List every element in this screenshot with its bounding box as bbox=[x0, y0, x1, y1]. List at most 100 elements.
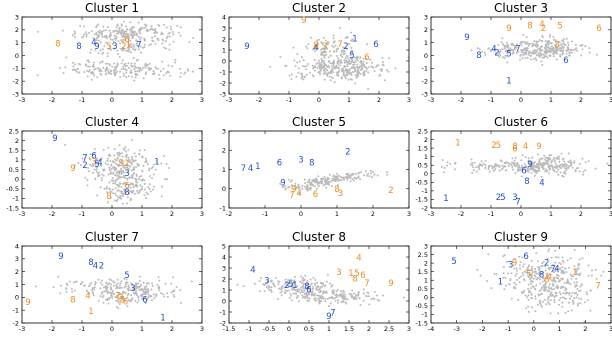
data-point bbox=[315, 187, 318, 190]
digit-label: 7 bbox=[337, 40, 342, 50]
data-point bbox=[549, 51, 552, 53]
data-point bbox=[562, 271, 565, 274]
data-point bbox=[330, 76, 333, 79]
digit-label: 7 bbox=[136, 41, 141, 51]
digit-label: 5 bbox=[354, 269, 359, 279]
data-point bbox=[543, 163, 546, 166]
data-point bbox=[570, 309, 573, 312]
data-point bbox=[94, 49, 97, 52]
data-point bbox=[116, 282, 119, 285]
data-point bbox=[552, 158, 555, 161]
data-point bbox=[160, 195, 163, 198]
data-point bbox=[101, 279, 104, 282]
data-point bbox=[555, 167, 558, 170]
data-point bbox=[142, 77, 145, 80]
data-point bbox=[137, 285, 140, 288]
data-point bbox=[565, 52, 568, 55]
data-point bbox=[112, 172, 115, 175]
data-point bbox=[130, 64, 133, 67]
data-point bbox=[120, 24, 123, 27]
x-tick-label: -3 bbox=[19, 96, 25, 104]
data-point bbox=[148, 175, 151, 177]
data-point bbox=[570, 295, 573, 298]
data-point bbox=[559, 54, 562, 56]
data-point bbox=[344, 295, 347, 298]
data-point bbox=[316, 39, 319, 42]
data-point bbox=[307, 63, 310, 65]
data-point bbox=[327, 183, 330, 186]
data-point bbox=[577, 264, 580, 267]
data-point bbox=[506, 43, 509, 46]
data-point bbox=[332, 175, 335, 178]
data-point bbox=[312, 276, 315, 279]
data-point bbox=[519, 53, 522, 56]
data-point bbox=[543, 51, 546, 54]
data-point bbox=[85, 33, 88, 36]
data-point bbox=[328, 66, 331, 69]
data-point bbox=[383, 79, 386, 82]
data-point bbox=[134, 192, 136, 195]
data-point bbox=[309, 36, 312, 39]
data-point bbox=[118, 56, 121, 58]
data-point bbox=[130, 33, 133, 36]
data-point bbox=[300, 56, 303, 59]
x-tick-label: -1 bbox=[488, 210, 494, 218]
data-point bbox=[36, 74, 39, 77]
y-tick-label: -0.5 bbox=[415, 179, 428, 187]
data-point bbox=[569, 273, 572, 276]
data-point bbox=[134, 155, 137, 158]
data-point bbox=[144, 160, 147, 163]
data-point bbox=[571, 166, 574, 169]
x-tick-label: -1.5 bbox=[223, 325, 236, 333]
data-point bbox=[116, 198, 119, 201]
data-point bbox=[516, 162, 519, 165]
data-point bbox=[503, 56, 506, 59]
data-point bbox=[132, 26, 135, 29]
data-point bbox=[301, 74, 304, 77]
data-point bbox=[524, 165, 527, 168]
data-point bbox=[119, 47, 122, 50]
data-point bbox=[559, 164, 562, 166]
data-point bbox=[317, 71, 320, 74]
digit-label: 4 bbox=[250, 266, 255, 276]
data-point bbox=[316, 47, 319, 50]
data-point bbox=[539, 282, 542, 285]
data-point bbox=[484, 159, 487, 162]
data-point bbox=[119, 31, 122, 34]
data-point bbox=[126, 296, 129, 299]
data-point bbox=[125, 154, 128, 157]
data-point bbox=[165, 26, 168, 29]
data-point bbox=[546, 156, 549, 159]
data-point bbox=[481, 50, 483, 53]
data-point bbox=[522, 265, 524, 268]
digit-label: 9 bbox=[25, 298, 30, 308]
data-point bbox=[100, 177, 103, 180]
axes-frame bbox=[228, 16, 410, 95]
data-point bbox=[141, 179, 144, 182]
data-point bbox=[324, 183, 327, 185]
data-point bbox=[520, 275, 522, 278]
digit-label: 9 bbox=[388, 279, 393, 289]
data-point bbox=[527, 275, 530, 278]
data-point bbox=[554, 39, 556, 42]
digit-label: 6 bbox=[364, 53, 369, 63]
data-point bbox=[310, 282, 313, 285]
data-point bbox=[308, 286, 311, 289]
data-point bbox=[107, 146, 110, 149]
data-point bbox=[119, 182, 122, 185]
panel-title: Cluster 5 bbox=[291, 115, 347, 129]
data-point bbox=[559, 263, 562, 265]
data-point bbox=[595, 53, 598, 56]
data-point bbox=[320, 52, 323, 55]
digit-label: 8 bbox=[55, 39, 60, 49]
data-point bbox=[508, 283, 511, 286]
data-point bbox=[120, 62, 123, 65]
data-point bbox=[582, 173, 585, 176]
data-point bbox=[113, 284, 115, 287]
data-point bbox=[95, 158, 98, 161]
data-point bbox=[555, 41, 558, 43]
digit-label: 9 bbox=[244, 42, 249, 52]
data-point bbox=[36, 30, 39, 33]
panel-title: Cluster 8 bbox=[291, 230, 347, 244]
data-point bbox=[168, 31, 171, 34]
